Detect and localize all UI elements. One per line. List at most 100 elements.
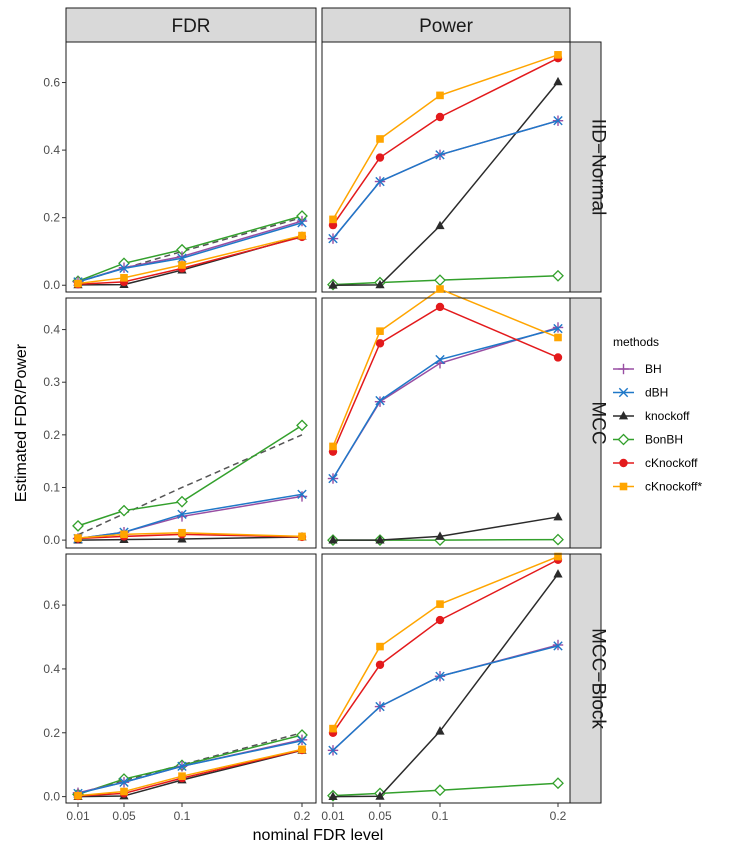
data-point [297, 489, 307, 500]
data-point [375, 791, 385, 800]
data-point [328, 280, 338, 289]
x-tick-label: 0.01 [321, 809, 345, 823]
data-point [553, 641, 563, 651]
data-point [552, 533, 564, 546]
data-point [436, 600, 444, 608]
data-point [376, 642, 384, 651]
series-cKnockoff* [74, 231, 306, 288]
data-point [329, 442, 337, 451]
y-tick-label: 0.0 [43, 533, 60, 547]
data-point [375, 535, 385, 544]
y-axis-title: Estimated FDR/Power [13, 343, 30, 502]
data-point [375, 339, 385, 348]
series-line [77, 424, 303, 527]
data-point [375, 395, 385, 406]
data-point [297, 736, 307, 746]
data-point [435, 726, 445, 735]
data-point [376, 327, 384, 335]
series-BonBH [327, 777, 564, 802]
series-line [77, 493, 303, 540]
legend-item-cKnockoff*: cKnockoff* [613, 480, 702, 494]
data-point [375, 701, 385, 712]
data-point [553, 353, 563, 362]
data-point [375, 279, 385, 289]
x-tick-label: 0.1 [432, 809, 449, 823]
series-line [77, 234, 303, 285]
series-cKnockoff* [74, 528, 306, 542]
series-BH [72, 734, 308, 798]
legend-label: BH [645, 362, 662, 376]
panel-0-0 [65, 41, 317, 293]
x-tick-label: 0.05 [112, 809, 136, 823]
series-line [77, 531, 303, 539]
series-line [332, 275, 559, 286]
data-point [554, 51, 562, 59]
column-strip-0 [65, 7, 317, 43]
legend-key-marker [619, 482, 628, 491]
series-cKnockoff* [74, 745, 306, 800]
series-BH [327, 639, 564, 756]
series-line [332, 288, 559, 447]
data-point [328, 791, 338, 801]
data-point [554, 333, 562, 342]
panel-2-0 [65, 553, 317, 804]
y-tick-label: 0.0 [43, 790, 60, 804]
legend-item-dBH: dBH [613, 386, 668, 400]
data-point [435, 671, 445, 681]
legend-key-marker [619, 458, 628, 468]
series-line [332, 306, 559, 452]
data-point [297, 218, 307, 228]
series-cKnockoff [73, 530, 307, 543]
data-point [434, 784, 446, 797]
data-point [74, 279, 82, 288]
data-point [74, 534, 82, 542]
data-point [328, 473, 338, 484]
series-cKnockoff [328, 302, 563, 456]
y-tick-label: 0.4 [43, 662, 60, 676]
data-point [120, 530, 128, 539]
y-tick-label: 0.6 [43, 598, 60, 612]
x-tick-label: 0.2 [550, 809, 567, 823]
legend-key-marker [618, 411, 629, 420]
series-knockoff [328, 569, 563, 801]
row-strip-1 [569, 297, 602, 549]
legend-key-marker [618, 387, 629, 398]
series-line [332, 81, 559, 286]
x-tick-label: 0.05 [368, 809, 392, 823]
column-strip-1 [321, 7, 571, 43]
column-strip-label: FDR [171, 16, 210, 37]
legend-label: knockoff [645, 409, 690, 423]
series-dBH [73, 736, 307, 799]
legend-key-marker [618, 363, 629, 375]
data-point [119, 777, 129, 787]
series-line [332, 559, 559, 734]
data-point [552, 322, 564, 333]
data-point [328, 745, 338, 756]
x-tick-label: 0.01 [66, 809, 90, 823]
row-strip-label: MCC [588, 401, 609, 444]
data-point [178, 772, 186, 780]
series-line [332, 119, 559, 240]
series-line [77, 740, 303, 795]
series-cKnockoff* [329, 51, 562, 224]
series-line [77, 734, 303, 796]
data-point [435, 531, 445, 540]
data-point [553, 569, 563, 578]
data-point [296, 491, 308, 502]
series-dBH [328, 323, 563, 484]
data-point [553, 76, 563, 86]
series-line [332, 644, 559, 751]
series-line [332, 573, 559, 798]
series-line [332, 645, 559, 751]
series-cKnockoff* [329, 552, 562, 733]
data-point [296, 419, 308, 432]
data-point [435, 220, 445, 230]
series-line [77, 748, 303, 797]
y-tick-label: 0.2 [43, 211, 60, 225]
data-point [435, 150, 445, 160]
legend-label: cKnockoff* [645, 480, 702, 494]
series-BonBH [72, 210, 308, 288]
y-tick-label: 0.6 [43, 76, 60, 90]
reference-line [77, 434, 303, 536]
